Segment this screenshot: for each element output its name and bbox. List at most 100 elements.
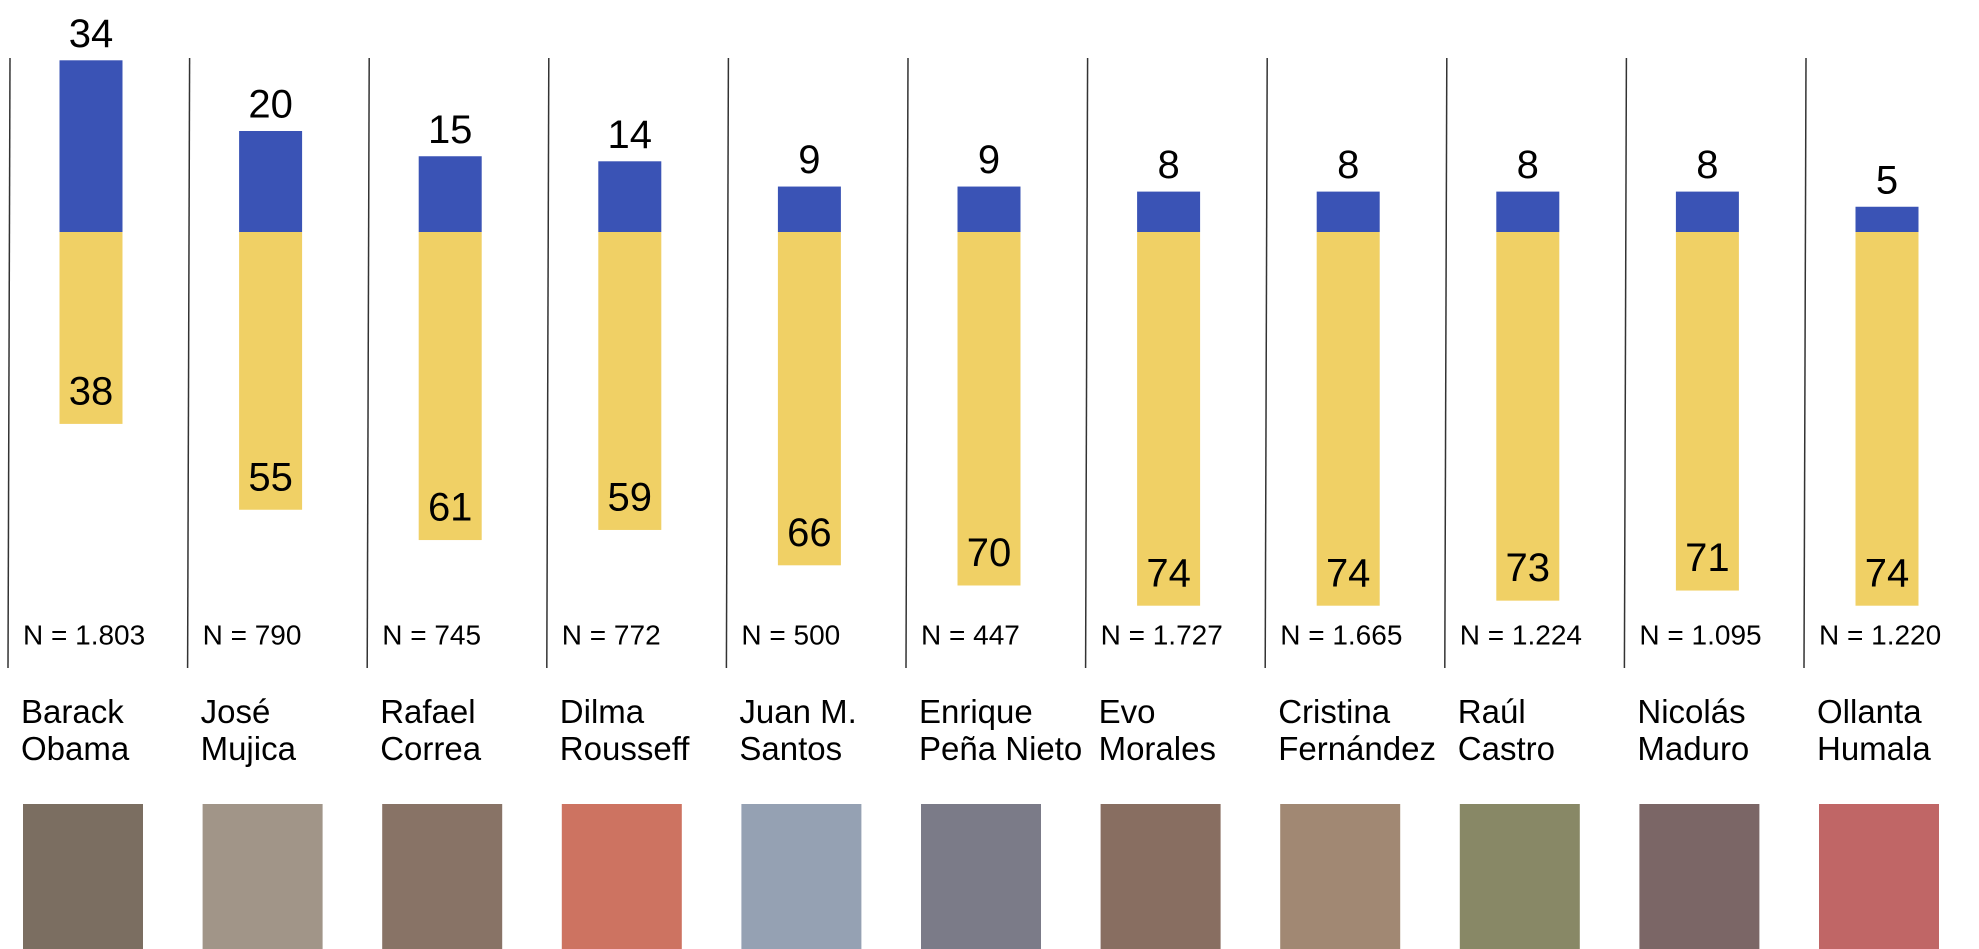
bar	[1855, 206, 1919, 232]
value-label: 8	[1696, 143, 1718, 187]
divider	[186, 57, 191, 669]
category-label: Nicolás Maduro	[1637, 693, 1749, 767]
divider	[725, 57, 730, 669]
category-line: Evo	[1099, 693, 1156, 730]
category-label: Ollanta Humala	[1817, 693, 1931, 767]
photo	[741, 804, 862, 949]
bar	[418, 156, 482, 232]
category-label: Raúl Castro	[1458, 693, 1555, 767]
bar	[1675, 232, 1739, 591]
value-label: 9	[978, 138, 1000, 182]
divider	[1264, 57, 1268, 669]
photo	[1280, 804, 1401, 949]
bar	[59, 232, 123, 424]
divider	[366, 57, 370, 669]
bar	[1496, 191, 1560, 232]
photo	[1639, 804, 1760, 949]
bar	[598, 161, 662, 232]
divider	[7, 57, 11, 669]
n-label: N = 1.224	[1460, 619, 1582, 650]
n-label: N = 1.095	[1639, 619, 1761, 650]
category-label: Dilma Rousseff	[560, 693, 690, 767]
divider	[1444, 57, 1448, 669]
category-line: José	[201, 693, 271, 730]
value-label: 74	[1146, 551, 1191, 595]
category-line: Morales	[1099, 730, 1216, 767]
value-label: 8	[1517, 143, 1539, 187]
value-label: 9	[798, 138, 820, 182]
n-label: N = 790	[203, 619, 302, 650]
category-label: Enrique Peña Nieto	[919, 693, 1082, 767]
value-label: 66	[787, 511, 832, 555]
photo	[202, 804, 323, 949]
category-line: Humala	[1817, 730, 1931, 767]
category-label: Evo Morales	[1099, 693, 1216, 767]
category-line: Correa	[380, 730, 482, 767]
category-line: Obama	[21, 730, 130, 767]
value-label: 8	[1337, 143, 1359, 187]
n-label: N = 500	[741, 619, 840, 650]
category-label: Juan M. Santos	[739, 693, 856, 767]
category-line: Rousseff	[560, 730, 690, 767]
bar	[777, 232, 841, 566]
value-label: 55	[248, 455, 293, 499]
n-label: N = 1.220	[1819, 619, 1941, 650]
category-line: Castro	[1458, 730, 1555, 767]
category-label: Cristina Fernández	[1278, 693, 1436, 767]
value-label: 15	[428, 108, 473, 152]
value-label: 38	[69, 369, 114, 413]
n-label: N = 1.803	[23, 619, 145, 650]
category-line: Santos	[739, 730, 842, 767]
category-line: Juan M.	[739, 693, 856, 730]
bar	[1137, 191, 1201, 232]
n-label: N = 772	[562, 619, 661, 650]
bar	[1316, 191, 1380, 232]
value-label: 70	[967, 531, 1012, 575]
bar	[1855, 232, 1919, 606]
category-label: Rafael Correa	[380, 693, 482, 767]
bar	[1137, 232, 1201, 606]
category-line: Rafael	[380, 693, 475, 730]
bar	[1675, 191, 1739, 232]
bar	[957, 232, 1021, 586]
bar	[418, 232, 482, 541]
category-line: Ollanta	[1817, 693, 1922, 730]
n-label: N = 745	[382, 619, 481, 650]
n-label: N = 1.665	[1280, 619, 1402, 650]
category-line: Raúl	[1458, 693, 1526, 730]
category-line: Peña Nieto	[919, 730, 1082, 767]
category-label: Barack Obama	[21, 693, 130, 767]
value-label: 61	[428, 486, 473, 530]
bar	[239, 131, 303, 232]
photo	[1100, 804, 1221, 949]
divider	[1803, 57, 1807, 669]
bar	[59, 60, 123, 232]
photo	[561, 804, 682, 949]
divider	[1084, 57, 1089, 669]
value-label: 34	[69, 12, 114, 56]
divider	[546, 57, 550, 669]
photo	[1459, 804, 1580, 949]
n-label: N = 1.727	[1101, 619, 1223, 650]
value-label: 74	[1326, 551, 1371, 595]
photo	[1819, 804, 1939, 949]
bar	[777, 186, 841, 232]
value-label: 74	[1865, 551, 1910, 595]
n-label: N = 447	[921, 619, 1020, 650]
divider	[905, 57, 909, 669]
divider	[1623, 57, 1628, 669]
category-line: Dilma	[560, 693, 645, 730]
bar	[239, 232, 303, 510]
value-label: 14	[608, 113, 653, 157]
category-line: Fernández	[1278, 730, 1436, 767]
category-line: Enrique	[919, 693, 1033, 730]
bar	[957, 186, 1021, 232]
bar	[1496, 232, 1560, 601]
photo	[23, 804, 143, 949]
category-line: Barack	[21, 693, 124, 730]
category-line: Maduro	[1637, 730, 1749, 767]
category-line: Mujica	[201, 730, 297, 767]
value-label: 59	[608, 476, 653, 520]
value-label: 20	[248, 83, 293, 127]
